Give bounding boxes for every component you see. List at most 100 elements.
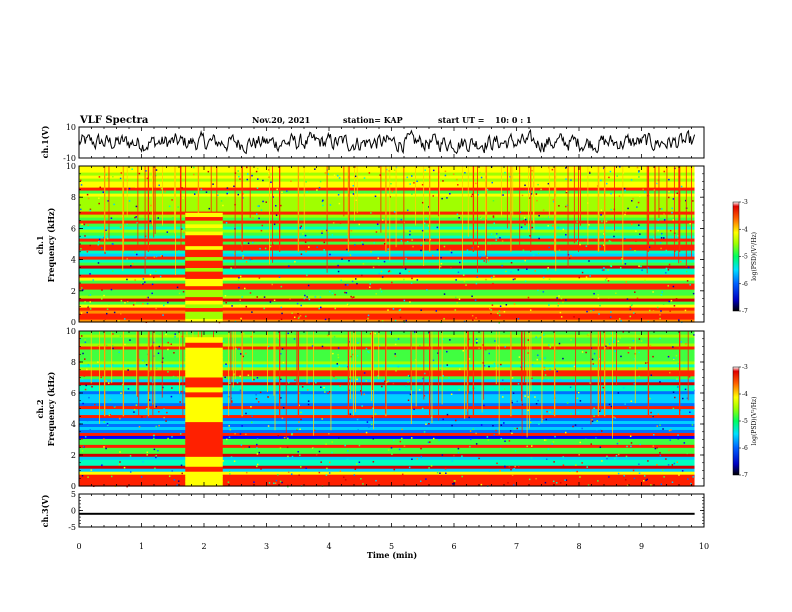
ch1-spectrogram-spike [303, 166, 305, 231]
ch2-spectrogram-speckle [124, 343, 126, 346]
ch1-spectrogram-speckle [79, 208, 82, 211]
ch1-spectrogram-speckle [332, 222, 335, 224]
ch1-spectrogram-speckle [421, 201, 424, 204]
ch1-spectrogram-speckle [444, 174, 447, 177]
ch1-spectrogram-speckle [610, 219, 613, 221]
ch2-spectrogram-speckle [564, 431, 567, 434]
ch1-spectrogram-speckle [134, 279, 136, 281]
ch1-spectrogram-speckle [528, 192, 530, 195]
ch2-spectrogram-speckle [81, 438, 83, 440]
ch1-spectrogram-speckle [560, 297, 563, 300]
ch2-spectrogram-speckle [659, 454, 662, 457]
ch1-spectrogram-speckle [480, 176, 483, 179]
ch2-spectrogram-speckle [397, 338, 400, 340]
ch2-spectrogram-spike [313, 331, 315, 436]
ch2-spectrogram-speckle [601, 430, 603, 432]
ch2-spectrogram-speckle [502, 379, 504, 381]
ch1-spectrogram-speckle [289, 297, 291, 300]
ch2-spectrogram-speckle [411, 458, 413, 460]
ch1-spectrogram-speckle [120, 172, 123, 174]
ch1-spectrogram-band [79, 208, 695, 212]
ch1-spectrogram-spike [587, 166, 589, 245]
ch2-spectrogram-speckle [507, 482, 509, 484]
ch1-spectrogram-speckle [668, 178, 670, 181]
ch2-spectrogram-speckle [652, 445, 655, 447]
ch3-ytick-label: 0 [71, 507, 76, 516]
ch1-spectrogram-speckle [155, 169, 158, 171]
ch1-spectrogram-speckle [239, 299, 241, 301]
ch2-spectrogram-speckle [286, 446, 289, 449]
ch1-spectrogram-speckle [124, 301, 126, 304]
ch2-spectrogram-speckle [437, 352, 439, 354]
ch1-spectrogram-speckle [329, 204, 332, 206]
ch2-spectrogram-speckle [630, 400, 633, 402]
ch2-spectrogram-speckle [585, 351, 587, 354]
ch2-spectrogram-speckle [119, 451, 121, 453]
ch2-spectrogram-speckle [358, 461, 361, 463]
ch2-spectrogram-speckle [155, 456, 157, 459]
ch2-spectrogram-speckle [517, 383, 520, 385]
ch1-spectrogram-spike [104, 166, 106, 252]
ch1-spectrogram-speckle [425, 217, 427, 220]
ch2-spectrogram-speckle [475, 443, 478, 445]
ch1-spectrogram-speckle [98, 202, 100, 205]
ch2-spectrogram-speckle [106, 422, 109, 425]
ch1-spectrogram-speckle [97, 243, 99, 246]
ch2-spectrogram-spike [466, 331, 468, 412]
ch1-spectrogram-speckle [668, 190, 670, 193]
ch2-spectrogram-speckle [158, 333, 161, 336]
ch2-spectrogram-speckle [153, 448, 156, 451]
ch1-spectrogram-speckle [319, 296, 322, 298]
ch1-spectrogram-speckle [477, 194, 480, 196]
ch2-spectrogram-speckle [389, 331, 392, 334]
ch1-spectrogram-spike [249, 166, 251, 218]
ch2-spectrogram-speckle [407, 399, 410, 402]
ch1-spectrogram-speckle [665, 267, 668, 270]
ch2-spectrogram-speckle [133, 411, 135, 413]
chart-title: VLF Spectra [79, 115, 149, 126]
ch1-spectrogram-speckle [119, 177, 122, 180]
ch1-spectrogram-spike [501, 166, 502, 217]
ch1-spectrogram-speckle [648, 246, 651, 248]
ch2-spectrogram-speckle [151, 345, 154, 347]
ch2-spectrogram-speckle [408, 466, 411, 469]
ch2-spectrogram-band [79, 447, 695, 451]
ch1-spectrogram-speckle [233, 185, 235, 188]
ch1-spectrogram-ylabel-line1: ch.1 [35, 235, 45, 254]
ch1-spectrogram-speckle [321, 230, 323, 232]
ch1-spectrogram-speckle [620, 242, 622, 244]
ch2-spectrogram-speckle [570, 339, 572, 341]
ch2-spectrogram-band [79, 369, 695, 374]
ch1-spectrogram-speckle [126, 258, 128, 260]
ch1-spectrogram-band [79, 226, 695, 230]
ch2-spectrogram-spike [352, 331, 354, 416]
ch1-spectrogram-speckle [680, 260, 682, 263]
ch1-spectrogram-speckle [385, 168, 388, 171]
ch2-spectrogram-spike [330, 331, 332, 431]
ch2-spectrogram-speckle [155, 405, 157, 408]
ch1-spectrogram-speckle [150, 204, 152, 207]
ch2-spectrogram-speckle [595, 437, 597, 439]
ch2-spectrogram-speckle [365, 431, 368, 434]
ch1-spectrogram-speckle [307, 284, 310, 287]
ch1-spectrogram-spike [486, 166, 488, 220]
ch2-spectrogram-ylabel-line2: Frequency (kHz) [46, 371, 56, 446]
ch2-spectrogram-speckle [133, 408, 136, 411]
ch1-spectrogram-speckle [140, 282, 143, 285]
ch1-spectrogram-speckle [297, 312, 299, 315]
ch2-spectrogram-speckle [250, 406, 252, 408]
ch2-spectrogram-speckle [453, 454, 455, 457]
ch1-spectrogram-speckle [558, 249, 561, 252]
ch2-spectrogram-burst [185, 476, 223, 482]
ch1-spectrogram-burst [185, 249, 223, 254]
ch2-spectrogram-speckle [174, 333, 176, 335]
ch2-spectrogram-speckle [683, 442, 686, 444]
ch1-spectrogram-speckle [471, 247, 474, 249]
ch1-spectrogram-speckle [436, 226, 439, 229]
ch2-spectrogram-speckle [559, 378, 562, 381]
ch1-spectrogram-speckle [260, 229, 263, 232]
ch2-spectrogram-speckle [233, 373, 236, 375]
ch2-spectrogram-speckle [403, 445, 406, 447]
ch2-spectrogram-speckle [457, 451, 460, 454]
ch1-spectrogram-speckle [99, 186, 101, 189]
